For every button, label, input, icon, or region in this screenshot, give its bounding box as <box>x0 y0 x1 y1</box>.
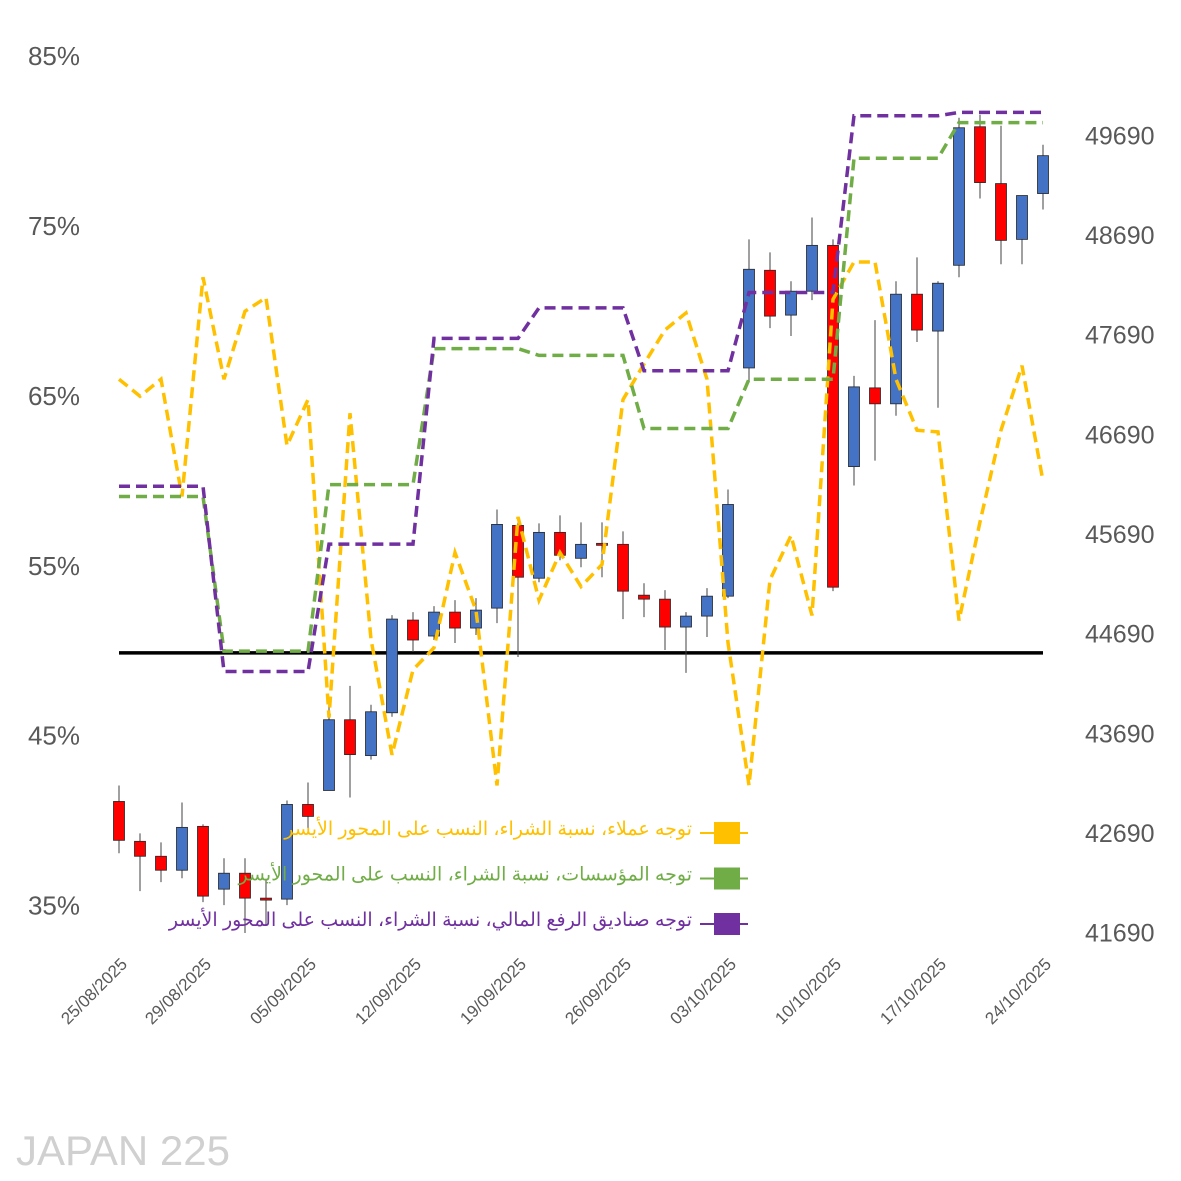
candle-body <box>344 719 356 756</box>
legend-label: توجه صناديق الرفع المالي، نسبة الشراء، ا… <box>168 908 692 931</box>
y2-tick-label: 42690 <box>1085 820 1155 848</box>
candle-body <box>911 293 923 331</box>
candle-body <box>953 127 965 266</box>
y-tick-label: 85% <box>28 41 80 71</box>
y-tick-label: 35% <box>28 891 80 921</box>
y2-tick-label: 43690 <box>1085 720 1155 748</box>
candle-body <box>386 618 398 714</box>
candle-body <box>428 611 440 637</box>
y-tick-label: 45% <box>28 721 80 751</box>
y2-tick-label: 44690 <box>1085 621 1155 649</box>
x-tick-label: 29/08/2025 <box>141 955 215 1029</box>
candle-body <box>281 804 293 900</box>
legend-swatch <box>714 913 740 935</box>
y2-tick-label: 47690 <box>1085 322 1155 350</box>
candle-body <box>113 801 125 841</box>
candle-body <box>155 855 167 871</box>
candle-body <box>785 290 797 316</box>
x-tick-label: 24/10/2025 <box>981 955 1055 1029</box>
y-tick-label: 55% <box>28 551 80 581</box>
candle-body <box>974 126 986 183</box>
candle-body <box>575 543 587 559</box>
candle-body <box>680 615 692 628</box>
candle-body <box>449 611 461 629</box>
legend-swatch <box>714 822 740 844</box>
y2-tick-label: 46690 <box>1085 421 1155 449</box>
x-tick-label: 26/09/2025 <box>561 955 635 1029</box>
candle-body <box>638 594 650 600</box>
y2-tick-label: 41690 <box>1085 920 1155 948</box>
candle-body <box>743 268 755 369</box>
series-line <box>119 110 1043 674</box>
y2-tick-label: 45690 <box>1085 521 1155 549</box>
candle-body <box>827 244 839 588</box>
candle-body <box>239 872 251 899</box>
candle-body <box>1016 195 1028 240</box>
y-tick-label: 75% <box>28 211 80 241</box>
candle-body <box>218 872 230 890</box>
x-tick-label: 19/09/2025 <box>456 955 530 1029</box>
candle-body <box>848 386 860 468</box>
candle-body <box>134 840 146 857</box>
candle-body <box>197 825 209 897</box>
candle-body <box>722 504 734 597</box>
candle-body <box>932 282 944 332</box>
x-tick-label: 25/08/2025 <box>57 955 131 1029</box>
candle-body <box>491 524 503 609</box>
legend-label: توجه المؤسسات، نسبة الشراء، النسب على ال… <box>237 863 692 886</box>
x-tick-label: 17/10/2025 <box>876 955 950 1029</box>
legend-label: توجه عملاء، نسبة الشراء، النسب على المحو… <box>283 817 692 840</box>
legend-swatch <box>714 867 740 890</box>
x-tick-label: 05/09/2025 <box>246 955 320 1029</box>
x-tick-label: 03/10/2025 <box>666 955 740 1029</box>
candle-body <box>1037 155 1049 194</box>
x-tick-label: 12/09/2025 <box>351 955 425 1029</box>
candle-body <box>260 897 272 901</box>
candle-body <box>533 531 545 579</box>
candle-body <box>365 711 377 757</box>
candle-body <box>869 387 881 405</box>
candle-body <box>596 542 608 546</box>
candle-body <box>701 595 713 617</box>
candle-body <box>995 183 1007 241</box>
candle-body <box>617 543 629 592</box>
x-tick-label: 10/10/2025 <box>771 955 845 1029</box>
candle-body <box>407 619 419 641</box>
watermark: JAPAN 225 <box>16 1127 230 1174</box>
candle-body <box>176 826 188 871</box>
candle-body <box>659 598 671 628</box>
candle-body <box>302 804 314 817</box>
y2-tick-label: 48690 <box>1085 222 1155 250</box>
y-tick-label: 65% <box>28 381 80 411</box>
candle-body <box>323 719 335 791</box>
candle-body <box>806 244 818 292</box>
series-line <box>117 260 1045 786</box>
series-line <box>119 120 1043 653</box>
y2-tick-label: 49690 <box>1085 122 1155 150</box>
